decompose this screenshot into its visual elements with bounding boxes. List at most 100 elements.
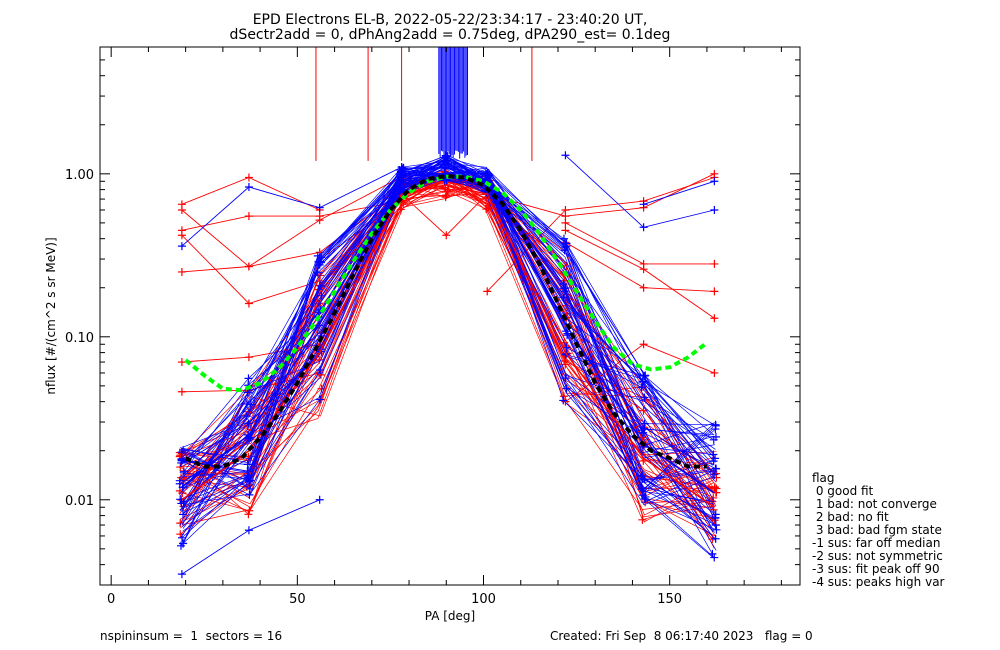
x-tick-label: 50: [289, 592, 306, 607]
blue-point: [637, 383, 646, 392]
blue-point: [177, 499, 186, 508]
blue-point: [640, 419, 649, 428]
red-outlier-trace: [181, 234, 320, 305]
red-outlier-trace: [181, 176, 402, 268]
y-tick-label: 1.00: [65, 168, 94, 183]
blue-point: [177, 456, 186, 465]
legend-item: -1 sus: far off median: [812, 536, 940, 550]
blue-point: [639, 424, 648, 433]
red-point: [638, 515, 647, 524]
red-point: [441, 193, 450, 202]
blue-point: [246, 400, 255, 409]
y-tick-label: 0.01: [65, 494, 94, 509]
red-point: [176, 463, 185, 472]
blue-outlier-point: [397, 163, 406, 172]
red-outlier-point: [710, 259, 719, 268]
red-outlier-point: [639, 265, 648, 274]
red-outlier-point: [710, 169, 719, 178]
fit_green-curve: [184, 174, 709, 393]
red-outlier-point: [483, 287, 492, 296]
red-outlier-point: [244, 353, 253, 362]
blue-point: [563, 329, 572, 338]
flag-legend: flag 0 good fit 1 bad: not converge 2 ba…: [812, 471, 945, 589]
blue-point: [711, 432, 720, 441]
blue-point: [711, 510, 720, 519]
blue-trace: [179, 167, 717, 528]
blue-outlier-point: [315, 203, 324, 212]
red-trace: [180, 192, 714, 529]
blue-point: [244, 419, 253, 428]
blue-point: [710, 553, 719, 562]
red-outlier-trace: [487, 173, 715, 217]
blue-trace: [181, 170, 713, 513]
blue-outlier-trace: [643, 180, 715, 205]
plot-data-layer: [175, 47, 721, 579]
blue-outlier-point: [177, 570, 186, 579]
red-outlier-point: [561, 218, 570, 227]
legend-item: 2 bad: no fit: [812, 510, 889, 524]
red-outlier-point: [177, 231, 186, 240]
blue-point: [560, 287, 569, 296]
red-outlier-point: [710, 314, 719, 323]
y-tick-label: 0.10: [65, 331, 94, 346]
blue-point: [317, 253, 326, 262]
legend-title: flag: [812, 471, 835, 485]
blue-point: [175, 476, 184, 485]
blue-trace: [182, 165, 717, 542]
red-trace: [179, 173, 715, 549]
chart-title-line-2: dSectr2add = 0, dPhAng2add = 0.75deg, dP…: [230, 27, 671, 43]
blue-point: [244, 472, 253, 481]
blue-point: [245, 484, 254, 493]
blue-point: [176, 541, 185, 550]
blue-point: [638, 377, 647, 386]
blue-point: [399, 164, 408, 173]
blue-trace: [179, 168, 715, 526]
x-tick-label: 150: [657, 592, 682, 607]
blue-trace: [183, 164, 716, 543]
red-point: [710, 484, 719, 493]
blue-trace: [179, 159, 717, 521]
blue-outlier-trace: [181, 166, 402, 247]
red-trace: [181, 177, 713, 532]
x-axis-label: PA [deg]: [425, 609, 475, 623]
red-outlier-trace: [181, 177, 320, 211]
legend-item: 1 bad: not converge: [812, 497, 937, 511]
red-outlier-point: [442, 231, 451, 240]
red-outlier-point: [244, 299, 253, 308]
red-outlier-point: [177, 205, 186, 214]
median_red-line: [181, 184, 715, 508]
plot-frame: [99, 46, 801, 586]
blue-point: [315, 395, 324, 404]
blue-point: [641, 371, 650, 380]
blue-outlier-point: [639, 200, 648, 209]
red-outlier-point: [315, 216, 324, 225]
legend-item: 0 good fit: [812, 484, 874, 498]
blue-outlier-trace: [565, 154, 715, 228]
blue-point: [710, 470, 719, 479]
x-tick-label: 100: [471, 592, 496, 607]
blue-trace: [179, 156, 714, 539]
blue-trace: [180, 168, 716, 546]
blue-point: [561, 243, 570, 252]
blue-trace: [182, 178, 715, 516]
blue-point: [559, 396, 568, 405]
blue-outlier-point: [710, 205, 719, 214]
blue-trace: [181, 173, 716, 504]
blue-point: [440, 163, 449, 172]
red-outlier-point: [710, 368, 719, 377]
blue-point: [316, 365, 325, 374]
blue-outlier-point: [561, 151, 570, 160]
fit_black-curve: [184, 173, 707, 469]
blue-point: [712, 464, 721, 473]
legend-item: -4 sus: peaks high var: [812, 575, 945, 589]
x-tick-label: 0: [107, 592, 115, 607]
red-outlier-point: [710, 287, 719, 296]
blue-point: [711, 420, 720, 429]
blue-outlier-point: [639, 223, 648, 232]
red-outlier-point: [177, 387, 186, 396]
red-outlier-point: [639, 340, 648, 349]
legend-item: 3 bad: bad fgm state: [812, 523, 942, 537]
y-axis-label: nflux [#/(cm^2 s sr MeV)]: [44, 237, 58, 394]
blue-outlier-point: [244, 526, 253, 535]
